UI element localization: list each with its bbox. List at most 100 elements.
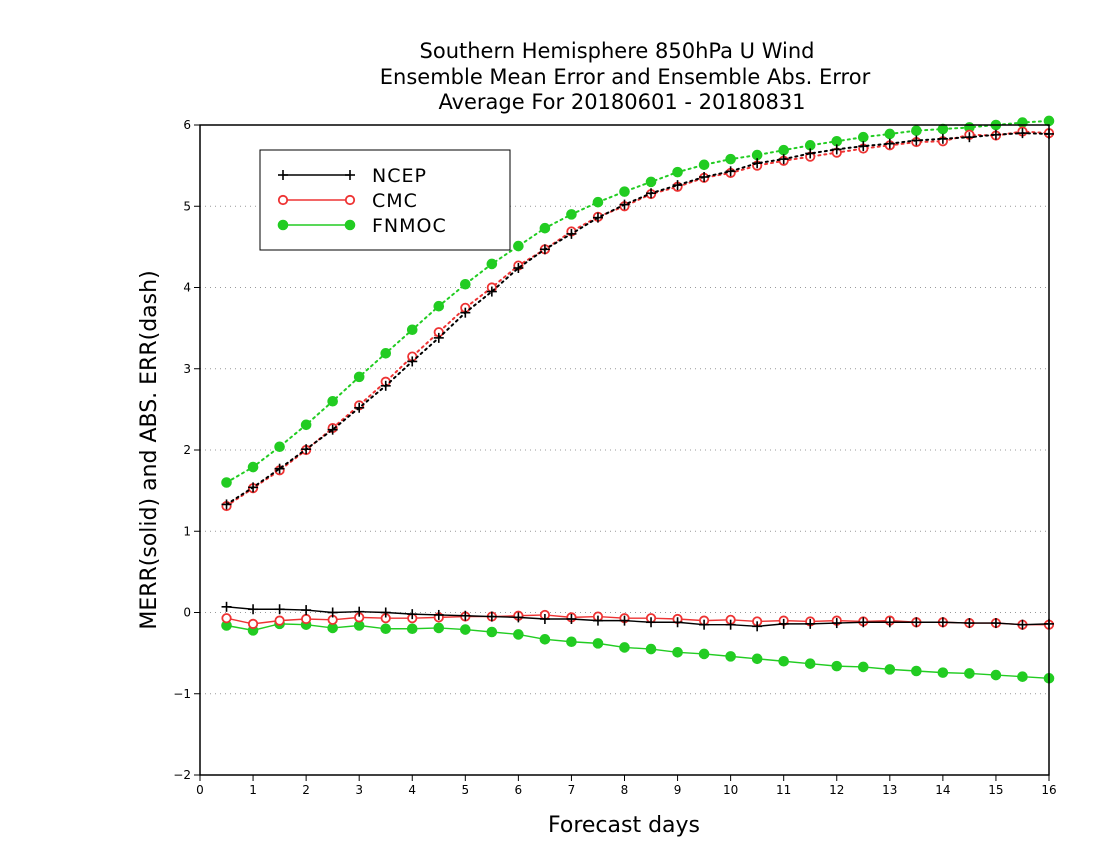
- legend-marker: [344, 194, 356, 206]
- legend-label-ncep: NCEP: [372, 165, 427, 187]
- fnmoc-abs-err-point: [353, 371, 365, 383]
- ncep-abs-err-point: [990, 129, 1001, 140]
- ncep-abs-err-point: [566, 228, 577, 239]
- fnmoc-merr-point: [645, 643, 657, 655]
- y-tick-label: −2: [173, 768, 191, 782]
- ncep-abs-err-point: [858, 141, 869, 152]
- legend-marker: [344, 219, 356, 231]
- ncep-merr-point: [221, 601, 232, 612]
- legend-items: NCEP CMC FNMOC: [277, 165, 447, 237]
- x-tick-label: 9: [674, 783, 682, 797]
- x-axis-label: Forecast days: [548, 813, 700, 838]
- fnmoc-abs-err-point: [539, 222, 551, 234]
- ncep-merr-point: [619, 615, 630, 626]
- x-tick-label: 13: [882, 783, 897, 797]
- fnmoc-abs-err-point: [884, 128, 896, 140]
- ncep-merr-point: [937, 617, 948, 628]
- fnmoc-merr-point: [539, 634, 551, 645]
- ncep-merr-point: [646, 617, 657, 628]
- ncep-abs-err-line: [225, 132, 1050, 506]
- fnmoc-merr-point: [486, 626, 498, 638]
- ncep-abs-err-point: [911, 135, 922, 146]
- y-tick-label: −1: [173, 687, 191, 701]
- ncep-merr-point: [301, 605, 312, 616]
- ncep-abs-err-point: [221, 499, 232, 510]
- ncep-merr-point: [486, 611, 497, 622]
- x-tick-label: 4: [408, 783, 416, 797]
- fnmoc-abs-err-point: [221, 477, 232, 488]
- x-tick-label: 5: [461, 783, 469, 797]
- ncep-merr-point: [672, 617, 683, 628]
- ncep-merr-point: [248, 604, 259, 615]
- legend-item-fnmoc: FNMOC: [277, 215, 447, 237]
- fnmoc-abs-err-point: [486, 258, 498, 270]
- fnmoc-abs-err-point: [725, 153, 736, 165]
- y-tick-label: 1: [183, 524, 191, 538]
- fnmoc-merr-point: [1017, 671, 1028, 682]
- x-tick-label: 10: [723, 783, 738, 797]
- fnmoc-merr-line: [226, 623, 1050, 680]
- ncep-abs-err-point: [460, 307, 471, 318]
- fnmoc-merr-point: [380, 623, 392, 635]
- chart-title-line-3: Average For 20180601 - 20180831: [438, 90, 805, 114]
- ncep-abs-err-point: [831, 144, 842, 155]
- ncep-merr-point: [964, 618, 975, 629]
- ncep-abs-err-point: [513, 263, 524, 273]
- ncep-merr-point: [539, 614, 550, 624]
- ncep-merr-point: [752, 621, 763, 632]
- fnmoc-merr-point: [857, 661, 869, 673]
- x-tick-label: 12: [829, 783, 844, 797]
- ncep-merr-point: [566, 614, 577, 624]
- ncep-abs-err-point: [1017, 128, 1028, 139]
- y-tick-label: 6: [183, 118, 191, 132]
- ncep-merr-point: [327, 607, 338, 618]
- ncep-abs-err-point: [274, 463, 285, 474]
- y-tick-label: 2: [183, 443, 191, 457]
- fnmoc-merr-point: [460, 624, 471, 635]
- y-axis-label: MERR(solid) and ABS. ERR(dash): [137, 270, 162, 629]
- x-tick-label: 14: [935, 783, 950, 797]
- ncep-abs-err-point: [619, 199, 630, 210]
- fnmoc-merr-point: [884, 664, 896, 675]
- fnmoc-merr-point: [566, 636, 577, 648]
- ncep-abs-err-point: [646, 188, 657, 199]
- cmc-abs-err-line: [225, 130, 1050, 508]
- cmc-merr-point: [301, 613, 312, 625]
- x-tick-label: 6: [515, 783, 523, 797]
- fnmoc-merr-point: [513, 629, 524, 640]
- legend-label-fnmoc: FNMOC: [372, 215, 447, 237]
- ncep-abs-err-point: [380, 380, 391, 391]
- legend-label-cmc: CMC: [372, 190, 418, 212]
- fnmoc-merr-point: [619, 642, 630, 653]
- y-tick-label: 0: [183, 606, 191, 620]
- series-ncep: [221, 128, 1054, 632]
- fnmoc-merr-point: [672, 647, 683, 658]
- legend-item-cmc: CMC: [277, 190, 418, 212]
- ncep-abs-err-point: [964, 132, 975, 143]
- ncep-abs-err-point: [433, 332, 444, 343]
- cmc-merr-point: [247, 618, 259, 629]
- x-tick-label: 8: [621, 783, 629, 797]
- fnmoc-merr-point: [433, 622, 445, 634]
- ncep-abs-err-point: [725, 166, 736, 177]
- ncep-merr-point: [778, 618, 789, 629]
- ncep-merr-point: [805, 618, 816, 629]
- cmc-merr-line: [226, 614, 1049, 626]
- fnmoc-abs-err-point: [380, 348, 392, 359]
- fnmoc-abs-err-line: [225, 119, 1050, 484]
- ncep-merr-point: [725, 619, 736, 630]
- ncep-abs-err-point: [539, 244, 550, 255]
- fnmoc-abs-err-point: [406, 324, 418, 336]
- ncep-merr-point: [274, 604, 285, 615]
- fnmoc-merr-point: [964, 668, 975, 679]
- ncep-merr-point: [911, 617, 922, 628]
- ncep-merr-point: [858, 617, 869, 628]
- chart-legend: NCEP CMC FNMOC: [259, 149, 511, 251]
- fnmoc-abs-err-point: [911, 125, 922, 136]
- ncep-abs-err-point: [699, 172, 710, 182]
- ncep-abs-err-point: [937, 133, 948, 144]
- ncep-merr-point: [884, 617, 895, 628]
- x-tick-label: 7: [568, 783, 576, 797]
- cmc-merr-point: [274, 615, 285, 626]
